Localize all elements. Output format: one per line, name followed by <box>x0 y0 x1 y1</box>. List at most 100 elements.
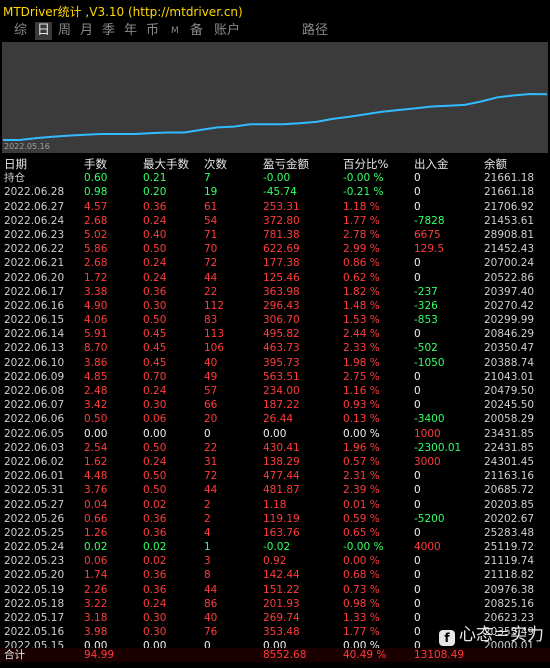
cell-deposit-withdraw: 3000 <box>414 455 441 468</box>
period-tab-bar: 综 日 周 月 季 年 币 M 备 账户 路径 <box>0 22 550 40</box>
cell-lots: 2.48 <box>84 385 108 397</box>
cell-max-lots: 0.24 <box>143 257 167 270</box>
header-balance[interactable]: 余额 <box>484 157 507 171</box>
table-row[interactable]: 2022.06.22 5.86 0.50 70 622.69 2.99 % 129.5 214… <box>0 242 550 256</box>
cell-max-lots: 0.36 <box>143 200 167 213</box>
cell-balance: 20350.47 <box>484 342 535 355</box>
table-row[interactable]: 2022.06.16 4.90 0.30 112 296.43 1.48 % -326 202… <box>0 299 550 313</box>
table-row[interactable]: 2022.06.13 8.70 0.45 106 463.73 2.33 % -502 203… <box>0 341 550 355</box>
tab-notes[interactable]: 备 <box>190 23 204 38</box>
table-row[interactable]: 2022.05.17 3.18 0.30 40 269.74 1.33 % 0 20623.2… <box>0 611 550 625</box>
table-row[interactable]: 2022.06.21 2.68 0.24 72 177.38 0.86 % 0 20700.2… <box>0 256 550 270</box>
tab-account[interactable]: 账户 <box>214 23 241 38</box>
table-row[interactable]: 2022.06.05 0.00 0.00 0 0.00 0.00 % 1000 23431.8… <box>0 427 550 441</box>
cell-pnl: 781.38 <box>263 228 300 241</box>
table-row[interactable]: 2022.06.20 1.72 0.24 44 125.46 0.62 % 0 20522.8… <box>0 271 550 285</box>
cell-date: 2022.05.16 <box>4 626 65 639</box>
tab-m[interactable]: M <box>171 26 179 36</box>
cell-lots: 1.74 <box>84 569 108 582</box>
cell-date: 2022.06.16 <box>4 299 65 312</box>
table-row[interactable]: 2022.06.10 3.86 0.45 40 395.73 1.98 % -1050 203… <box>0 356 550 370</box>
cell-date: 2022.06.20 <box>4 271 65 284</box>
table-row[interactable]: 2022.06.09 4.85 0.70 49 563.51 2.75 % 0 21043.0… <box>0 370 550 384</box>
cell-deposit-withdraw: 0 <box>414 399 421 412</box>
header-max-lots[interactable]: 最大手数 <box>143 157 189 171</box>
table-row[interactable]: 2022.05.24 0.02 0.02 1 -0.02 -0.00 % 4000 25119… <box>0 540 550 554</box>
table-row[interactable]: 2022.05.27 0.04 0.02 2 1.18 0.01 % 0 20203.85 <box>0 498 550 512</box>
cell-balance: 21661.18 <box>484 172 535 185</box>
tab-currency[interactable]: 币 <box>146 23 160 38</box>
header-pnl[interactable]: 盈亏金额 <box>263 157 309 171</box>
table-row[interactable]: 持仓 0.60 0.21 7 -0.00 -0.00 % 0 21661.18 <box>0 171 550 185</box>
table-row[interactable]: 2022.06.23 5.02 0.40 71 781.38 2.78 % 6675 2890… <box>0 228 550 242</box>
cell-pnl: 177.38 <box>263 257 300 270</box>
cell-deposit-withdraw: 0 <box>414 257 421 270</box>
cell-percent: 2.99 % <box>343 243 380 256</box>
cell-deposit-withdraw: -3400 <box>414 413 445 426</box>
table-row[interactable]: 2022.05.20 1.74 0.36 8 142.44 0.68 % 0 21118.82 <box>0 568 550 582</box>
table-row[interactable]: 2022.06.07 3.42 0.30 66 187.22 0.93 % 0 20245.5… <box>0 398 550 412</box>
cell-max-lots: 0.24 <box>143 597 167 610</box>
table-row[interactable]: 2022.06.02 1.62 0.24 31 138.29 0.57 % 3000 2430… <box>0 455 550 469</box>
cell-percent: 1.33 % <box>343 612 380 624</box>
cell-pnl: 138.29 <box>263 455 300 468</box>
table-row[interactable]: 2022.06.17 3.38 0.36 22 363.98 1.82 % -237 2039… <box>0 285 550 299</box>
cell-deposit-withdraw: -1050 <box>414 356 445 369</box>
table-row[interactable]: 2022.05.16 3.98 0.30 76 353.48 1.77 % 0 20353.4… <box>0 625 550 639</box>
cell-count: 1 <box>204 541 211 554</box>
cell-balance: 20846.29 <box>484 328 535 341</box>
header-deposit-withdraw[interactable]: 出入金 <box>414 157 449 171</box>
cell-balance: 21706.92 <box>484 200 535 213</box>
table-row[interactable]: 2022.06.14 5.91 0.45 113 495.82 2.44 % 0 20846.… <box>0 327 550 341</box>
cell-date: 2022.06.07 <box>4 399 65 412</box>
cell-lots: 3.98 <box>84 626 108 639</box>
cell-date: 2022.06.08 <box>4 385 65 397</box>
cell-balance: 28908.81 <box>484 228 535 241</box>
header-lots[interactable]: 手数 <box>84 157 107 171</box>
cell-pnl: 296.43 <box>263 299 300 312</box>
header-date[interactable]: 日期 <box>4 157 27 171</box>
cell-count: 49 <box>204 370 218 383</box>
table-row[interactable]: 2022.05.18 3.22 0.24 86 201.93 0.98 % 0 20825.1… <box>0 597 550 611</box>
cell-balance: 23431.85 <box>484 427 535 440</box>
tab-path[interactable]: 路径 <box>302 23 329 38</box>
table-row[interactable]: 2022.05.23 0.06 0.02 3 0.92 0.00 % 0 21119.74 <box>0 554 550 568</box>
cell-lots: 1.26 <box>84 526 108 539</box>
table-row[interactable]: 2022.06.27 4.57 0.36 61 253.31 1.18 % 0 21706.9… <box>0 200 550 214</box>
table-row[interactable]: 2022.05.25 1.26 0.36 4 163.76 0.65 % 0 25283.48 <box>0 526 550 540</box>
header-count[interactable]: 次数 <box>204 157 227 171</box>
table-row[interactable]: 2022.06.28 0.98 0.20 19 -45.74 -0.21 % 0 21661.… <box>0 185 550 199</box>
cell-max-lots: 0.50 <box>143 314 167 327</box>
table-row[interactable]: 2022.06.06 0.50 0.06 20 26.44 0.13 % -3400 2005… <box>0 412 550 426</box>
cell-max-lots: 0.20 <box>143 186 167 199</box>
cell-deposit-withdraw: -502 <box>414 342 438 355</box>
table-row[interactable]: 2022.05.31 3.76 0.50 44 481.87 2.39 % 0 20685.7… <box>0 483 550 497</box>
tab-overview[interactable]: 综 <box>14 23 28 38</box>
table-row[interactable]: 2022.06.03 2.54 0.50 22 430.41 1.96 % -2300.01… <box>0 441 550 455</box>
cell-date: 2022.06.13 <box>4 342 65 355</box>
header-percent[interactable]: 百分比% <box>343 157 389 171</box>
table-row[interactable]: 2022.05.26 0.66 0.36 2 119.19 0.59 % -5200 2020… <box>0 512 550 526</box>
table-row[interactable]: 2022.05.19 2.26 0.36 44 151.22 0.73 % 0 20976.3… <box>0 583 550 597</box>
tab-daily[interactable]: 日 <box>35 22 53 40</box>
cell-max-lots: 0.21 <box>143 172 167 185</box>
cell-count: 22 <box>204 285 218 298</box>
tab-monthly[interactable]: 月 <box>80 23 94 38</box>
cell-pnl: 253.31 <box>263 200 300 213</box>
table-row[interactable]: 2022.06.08 2.48 0.24 57 234.00 1.16 % 0 20479.5… <box>0 384 550 398</box>
table-row[interactable]: 2022.06.15 4.06 0.50 83 306.70 1.53 % -853 2029… <box>0 313 550 327</box>
tab-quarterly[interactable]: 季 <box>102 23 116 38</box>
cell-lots: 1.62 <box>84 455 108 468</box>
cell-max-lots: 0.50 <box>143 470 167 483</box>
table-row[interactable]: 2022.06.01 4.48 0.50 72 477.44 2.31 % 0 21163.1… <box>0 469 550 483</box>
tab-yearly[interactable]: 年 <box>124 23 138 38</box>
cell-count: 76 <box>204 626 218 639</box>
table-row[interactable]: 2022.06.24 2.68 0.24 54 372.80 1.77 % -7828 214… <box>0 214 550 228</box>
cell-deposit-withdraw: 4000 <box>414 541 441 554</box>
tab-weekly[interactable]: 周 <box>58 23 72 38</box>
totals-label: 合计 <box>4 649 25 661</box>
cell-lots: 3.76 <box>84 484 108 497</box>
cell-deposit-withdraw: -7828 <box>414 214 445 227</box>
cell-max-lots: 0.36 <box>143 569 167 582</box>
cell-percent: 2.31 % <box>343 470 380 483</box>
